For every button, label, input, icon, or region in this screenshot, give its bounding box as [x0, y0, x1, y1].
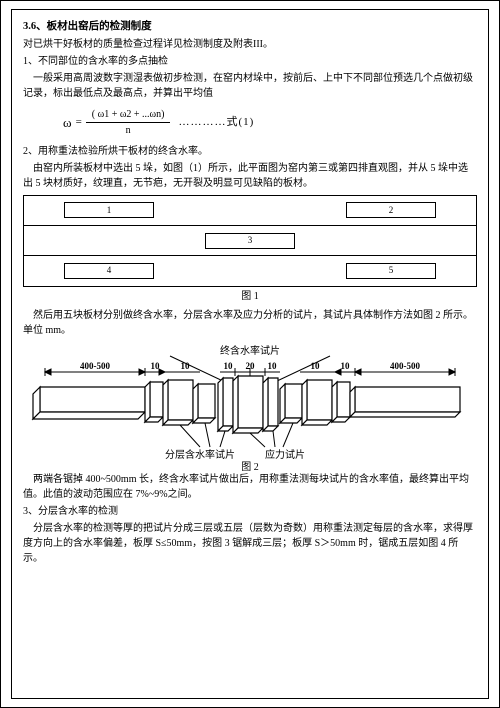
- section-title: 3.6、板材出窑后的检测制度: [23, 19, 477, 35]
- svg-text:10: 10: [181, 361, 191, 371]
- slot-4: 4: [64, 263, 154, 279]
- svg-text:400-500: 400-500: [390, 361, 420, 371]
- svg-text:10: 10: [224, 361, 234, 371]
- list-item-3: 3、分层含水率的检测: [23, 504, 477, 519]
- paragraph: 然后用五块板材分别做终含水率，分层含水率及应力分析的试片，其试片具体制作方法如图…: [23, 308, 477, 338]
- list-item-1: 1、不同部位的含水率的多点抽检: [23, 54, 477, 69]
- paragraph: 分层含水率的检测等厚的把试片分成三层或五层（层数为奇数）用称重法测定每层的含水率…: [23, 521, 477, 566]
- denominator: n: [120, 123, 137, 138]
- paragraph: 两端各锯掉 400~500mm 长，终含水率试片做出后，用称重法测每块试片的含水…: [23, 472, 477, 502]
- list-item-2: 2、用称重法检验所烘干板材的终含水率。: [23, 144, 477, 159]
- figure-1-caption: 图 1: [23, 289, 477, 304]
- fig2-top-label: 终含水率试片: [220, 344, 280, 357]
- svg-text:10: 10: [311, 361, 321, 371]
- equals: =: [76, 114, 82, 131]
- svg-text:400-500: 400-500: [80, 361, 110, 371]
- formula-tail: …………式(1): [178, 114, 254, 131]
- svg-text:20: 20: [246, 361, 256, 371]
- svg-text:10: 10: [268, 361, 278, 371]
- numerator: ( ω1 + ω2 + ...ωn): [86, 107, 171, 123]
- figure-2: 终含水率试片: [23, 342, 477, 472]
- paragraph: 对已烘干好板材的质量检查过程详见检测制度及附表III。: [23, 37, 477, 52]
- formula: ω = ( ω1 + ω2 + ...ωn) n …………式(1): [63, 107, 477, 138]
- paragraph: 由窑内所装板材中选出 5 垛，如图（1）所示，此平面图为窑内第三或第四排直观图，…: [23, 161, 477, 191]
- omega-symbol: ω: [63, 113, 72, 133]
- slot-1: 1: [64, 202, 154, 218]
- slot-3: 3: [205, 233, 295, 249]
- fig2-left-label: 分层含水率试片: [165, 448, 235, 461]
- figure-2-caption: 图 2: [241, 461, 259, 472]
- slot-2: 2: [346, 202, 436, 218]
- svg-text:10: 10: [151, 361, 161, 371]
- fraction: ( ω1 + ω2 + ...ωn) n: [86, 107, 171, 138]
- figure-1: 1 2 3 4 5: [23, 195, 477, 287]
- slot-5: 5: [346, 263, 436, 279]
- svg-text:10: 10: [341, 361, 351, 371]
- fig2-right-label: 应力试片: [265, 448, 305, 461]
- paragraph: 一般采用高周波数字测湿表做初步检测，在窑内材垛中，按前后、上中下不同部位预选几个…: [23, 71, 477, 101]
